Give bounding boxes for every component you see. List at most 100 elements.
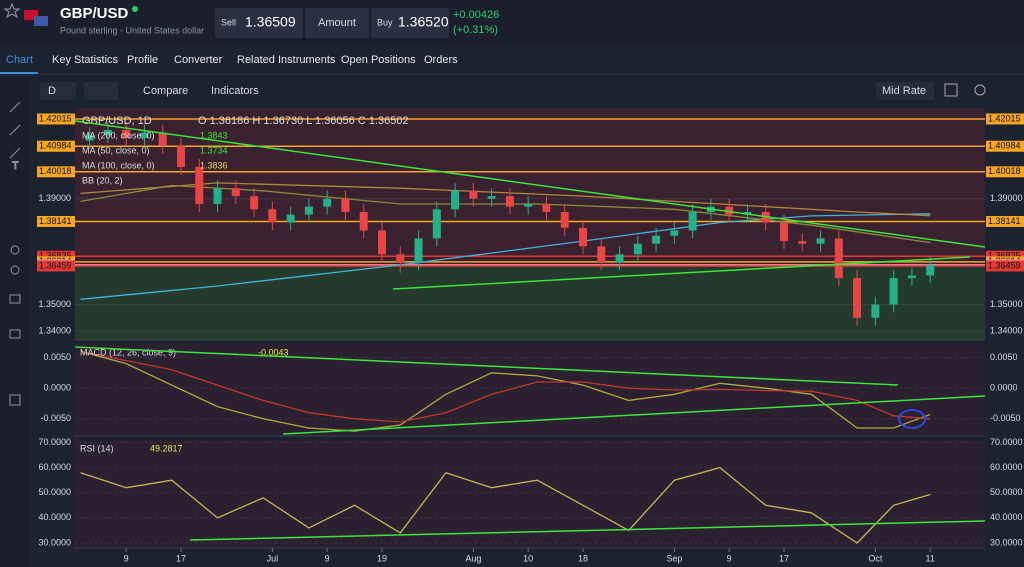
interval-box[interactable] [40, 82, 76, 100]
favorite-icon[interactable] [3, 2, 21, 19]
settings-icon[interactable] [974, 84, 986, 96]
tool-fib[interactable] [9, 147, 21, 159]
candle-body [231, 188, 240, 197]
x-tick-label: 10 [523, 553, 533, 563]
tab[interactable]: Open Positions [341, 54, 416, 66]
tab[interactable]: Key Statistics [52, 54, 119, 66]
candle-body [268, 209, 277, 223]
trendline [189, 520, 986, 541]
buy-price: 1.36520 [398, 14, 449, 30]
candle-body [889, 278, 898, 305]
flag-us [34, 16, 48, 26]
y-tick-label: 60.0000 [38, 462, 71, 472]
candle-body [85, 135, 94, 141]
sell-box[interactable] [215, 8, 303, 38]
level-label: 1.36459 [39, 260, 72, 270]
symbol: GBP/USD [60, 5, 129, 22]
level-tag [37, 140, 75, 152]
trendlines [74, 120, 986, 541]
tool-lock[interactable] [9, 329, 21, 339]
amount-box[interactable] [305, 8, 369, 38]
annotation-circle [898, 409, 926, 429]
y-tick-label: 0.0050 [43, 352, 71, 362]
candle-body [505, 196, 514, 207]
candle-body [633, 243, 642, 255]
candle-body [122, 129, 131, 138]
x-tick-label: Jul [267, 553, 279, 563]
x-tick-label: 18 [578, 553, 588, 563]
candle-body [542, 204, 551, 212]
tool-delete[interactable] [9, 394, 21, 406]
candle-body [834, 238, 843, 279]
tool-measure[interactable] [10, 245, 20, 255]
candle-body [451, 190, 460, 210]
price-mode-box[interactable] [876, 82, 934, 100]
level-tag [986, 215, 1024, 227]
fullscreen-icon[interactable] [944, 83, 958, 97]
level-tag [37, 250, 75, 262]
level-tag [37, 113, 75, 125]
x-tick-label: 9 [727, 553, 732, 563]
y-tick-label: -0.0050 [990, 413, 1021, 423]
panel-bg [75, 440, 985, 548]
chart-title: GBP/USD, 1D [82, 115, 152, 127]
tool-zoom[interactable] [10, 265, 20, 275]
y-tick-label: 70.0000 [38, 437, 71, 447]
level-label: 1.36825 [988, 251, 1021, 261]
candle-body [213, 188, 222, 205]
tool-magnet[interactable] [9, 294, 21, 304]
tab[interactable]: Converter [174, 54, 223, 66]
tool-ray[interactable] [9, 124, 21, 136]
candle-body [816, 238, 825, 244]
legend-name: MA (50, close, 0) [82, 145, 150, 155]
flag-gb [24, 10, 38, 20]
level-tag [37, 215, 75, 227]
change: +0.00426 [453, 9, 499, 21]
status-dot [132, 6, 138, 12]
candle-body [907, 275, 916, 279]
candle-body [560, 211, 569, 228]
level-label: 1.42015 [39, 113, 72, 123]
y-tick-label: 30.0000 [38, 537, 71, 547]
y-tick-label: 0.0050 [990, 352, 1018, 362]
trendline [74, 120, 986, 248]
level-label: 1.40984 [988, 141, 1021, 151]
candle-body [688, 211, 697, 231]
candle-body [103, 129, 112, 136]
tab[interactable]: Chart [6, 54, 33, 66]
level-tag [986, 260, 1024, 272]
x-tick-label: 19 [377, 553, 387, 563]
y-tick-label: 40.0000 [38, 512, 71, 522]
y-tick-label: 40.0000 [990, 512, 1023, 522]
compare[interactable]: Compare [143, 85, 188, 97]
tab[interactable]: Profile [127, 54, 158, 66]
tab[interactable]: Related Instruments [237, 54, 336, 66]
x-tick-label: 9 [124, 553, 129, 563]
chart-type-box[interactable] [84, 82, 118, 100]
candle-body [158, 132, 167, 146]
tab[interactable]: Orders [424, 54, 458, 66]
trendline [282, 395, 986, 435]
legend-value: 1.3843 [200, 130, 228, 140]
indicator-title: MACD (12, 26, close, 9) [80, 347, 176, 357]
level-label: 1.40018 [39, 166, 72, 176]
candle-body [304, 206, 313, 215]
level-tag [986, 140, 1024, 152]
level-tag [37, 260, 75, 272]
level-label: 1.38141 [39, 216, 72, 226]
tool-text[interactable]: T [12, 159, 20, 172]
legend-value: 1.3734 [200, 145, 228, 155]
buy-box[interactable] [371, 8, 449, 38]
y-tick-label: 1.34000 [990, 325, 1023, 335]
legend-name: MA (200, close, 0) [82, 130, 155, 140]
candle-body [743, 211, 752, 215]
indicator-value: 49.2817 [150, 443, 183, 453]
indicators[interactable]: Indicators [211, 85, 259, 97]
level-tag [986, 113, 1024, 125]
candle-body [524, 204, 533, 207]
indicator-title: RSI (14) [80, 443, 114, 453]
candle-body [432, 209, 441, 239]
tool-line[interactable] [9, 101, 21, 113]
